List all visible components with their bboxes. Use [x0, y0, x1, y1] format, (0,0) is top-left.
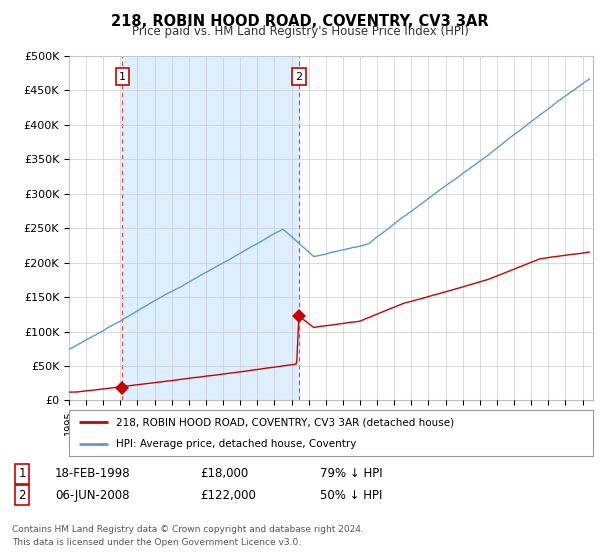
Text: 1: 1: [119, 72, 126, 82]
Text: 2: 2: [295, 72, 302, 82]
Text: 06-JUN-2008: 06-JUN-2008: [55, 489, 130, 502]
Text: £18,000: £18,000: [200, 467, 248, 480]
Text: 2: 2: [18, 489, 26, 502]
Text: 79% ↓ HPI: 79% ↓ HPI: [320, 467, 383, 480]
Text: 218, ROBIN HOOD ROAD, COVENTRY, CV3 3AR: 218, ROBIN HOOD ROAD, COVENTRY, CV3 3AR: [111, 14, 489, 29]
Text: 1: 1: [18, 467, 26, 480]
Text: HPI: Average price, detached house, Coventry: HPI: Average price, detached house, Cove…: [116, 439, 356, 449]
Text: 50% ↓ HPI: 50% ↓ HPI: [320, 489, 382, 502]
Text: 218, ROBIN HOOD ROAD, COVENTRY, CV3 3AR (detached house): 218, ROBIN HOOD ROAD, COVENTRY, CV3 3AR …: [116, 417, 454, 427]
Text: £122,000: £122,000: [200, 489, 256, 502]
Text: Price paid vs. HM Land Registry's House Price Index (HPI): Price paid vs. HM Land Registry's House …: [131, 25, 469, 38]
Text: 18-FEB-1998: 18-FEB-1998: [55, 467, 131, 480]
Text: Contains HM Land Registry data © Crown copyright and database right 2024.
This d: Contains HM Land Registry data © Crown c…: [12, 525, 364, 547]
Bar: [122, 56, 299, 400]
